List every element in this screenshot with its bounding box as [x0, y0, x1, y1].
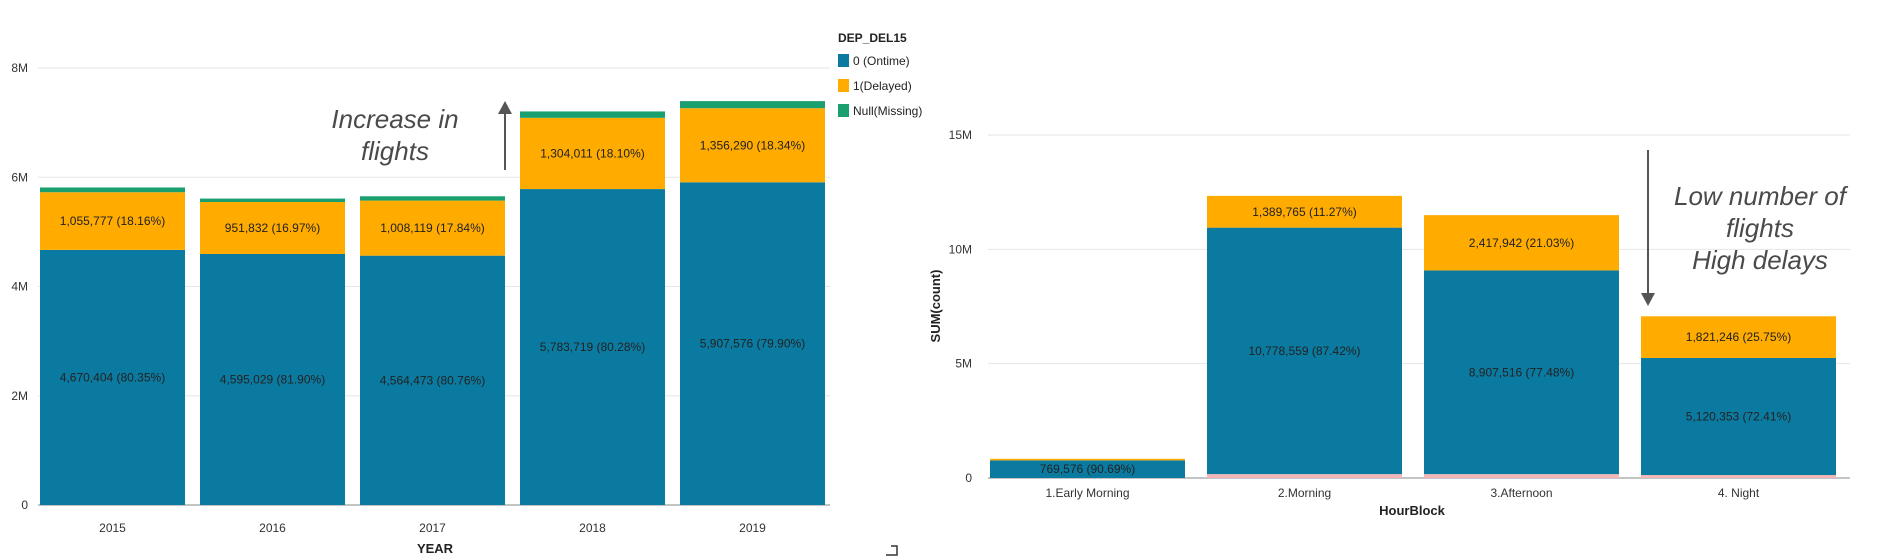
chart2-bar-4. Night-Ontime: [1641, 357, 1836, 476]
chart1-bar-2018-Null(Missing): [520, 111, 665, 118]
chart1-bar-2017-1(Delayed): [360, 200, 505, 256]
chart1-data-label: 951,832 (16.97%): [225, 221, 320, 235]
chart1-bar-2017-0 (Ontime): [360, 255, 505, 505]
chart1-data-label: 1,356,290 (18.34%): [700, 138, 805, 152]
chart1-bar-2015-0 (Ontime): [40, 249, 185, 505]
chart2-data-label: 2,417,942 (21.03%): [1469, 236, 1574, 250]
chart1-data-label: 4,595,029 (81.90%): [220, 372, 325, 386]
chart1-ytick-label: 8M: [11, 61, 28, 75]
annotation-increase-text: Increase in: [331, 104, 458, 134]
chart1-bar-2017-Null(Missing): [360, 196, 505, 201]
legend-swatch-1: [838, 79, 849, 92]
chart2-data-label: 769,576 (90.69%): [1040, 462, 1135, 476]
chart2-data-label: 1,389,765 (11.27%): [1252, 205, 1357, 219]
chart1-ytick-label: 0: [21, 498, 28, 512]
chart2-xtick-label: 2.Morning: [1278, 486, 1331, 500]
chart1-bar-2018-1(Delayed): [520, 117, 665, 190]
chart1-bar-2016-0 (Ontime): [200, 253, 345, 505]
chart2-ytick-label: 5M: [955, 357, 972, 371]
legend-swatch-2: [838, 104, 849, 117]
chart1-data-label: 4,670,404 (80.35%): [60, 370, 165, 384]
chart1-data-label: 1,008,119 (17.84%): [380, 221, 485, 235]
chart2-bar-1.Early Morning-Ontime: [990, 460, 1185, 478]
chart1-bar-2018-0 (Ontime): [520, 189, 665, 506]
chart2-data-label: 1,821,246 (25.75%): [1686, 330, 1791, 344]
legend-label-2: Null(Missing): [853, 104, 922, 118]
chart1-xtick-label: 2015: [99, 521, 126, 535]
chart1-bar-2019-0 (Ontime): [680, 182, 825, 506]
chart2-ytick-label: 15M: [949, 128, 972, 142]
annotation-increase-text: flights: [361, 136, 429, 166]
chart1-data-label: 5,907,576 (79.90%): [700, 337, 805, 351]
chart2-xtick-label: 1.Early Morning: [1045, 486, 1129, 500]
chart1-xtick-label: 2018: [579, 521, 606, 535]
legend-label-1: 1(Delayed): [853, 79, 912, 93]
annotation-up-arrow-head: [498, 101, 512, 114]
chart2-bar-4. Night-Null: [1641, 475, 1836, 478]
legend-label-0: 0 (Ontime): [853, 54, 910, 68]
annotation-low-flights-text: flights: [1726, 213, 1794, 243]
chart2-bar-2.Morning-Ontime: [1207, 227, 1402, 475]
annotation-low-flights-text: Low number of: [1674, 181, 1849, 211]
chart1-ytick-label: 2M: [11, 389, 28, 403]
chart1-data-label: 5,783,719 (80.28%): [540, 340, 645, 354]
chart1-bar-2015-Null(Missing): [40, 187, 185, 193]
chart2-x-axis-title: HourBlock: [1379, 503, 1446, 518]
chart2-bar-2.Morning-Null: [1207, 474, 1402, 478]
chart1-xtick-label: 2019: [739, 521, 766, 535]
legend-swatch-0: [838, 54, 849, 67]
legend-title: DEP_DEL15: [838, 31, 907, 45]
chart1-bar-2019-1(Delayed): [680, 108, 825, 183]
chart2-ytick-label: 10M: [949, 242, 972, 256]
annotation-low-flights-text: High delays: [1692, 245, 1828, 275]
chart1-xtick-label: 2016: [259, 521, 286, 535]
chart2-xtick-label: 4. Night: [1718, 486, 1760, 500]
chart1-ytick-label: 4M: [11, 280, 28, 294]
chart1-data-label: 4,564,473 (80.76%): [380, 373, 485, 387]
chart2-bar-3.Afternoon-Ontime: [1424, 270, 1619, 475]
annotation-down-arrow-head: [1641, 293, 1655, 306]
chart2-data-label: 10,778,559 (87.42%): [1248, 344, 1360, 358]
corner-mark: [886, 545, 898, 556]
chart1-data-label: 1,055,777 (18.16%): [60, 214, 165, 228]
chart1-xtick-label: 2017: [419, 521, 446, 535]
chart2-bar-3.Afternoon-Delayed: [1424, 215, 1619, 271]
chart2-bar-3.Afternoon-Null: [1424, 474, 1619, 478]
chart1-ytick-label: 6M: [11, 170, 28, 184]
chart1-bar-2019-Null(Missing): [680, 101, 825, 109]
chart1-data-label: 1,304,011 (18.10%): [540, 146, 645, 160]
chart1-x-axis-title: YEAR: [417, 541, 454, 556]
chart2-bar-1.Early Morning-Delayed: [990, 458, 1185, 461]
chart2-data-label: 8,907,516 (77.48%): [1469, 365, 1574, 379]
chart1-bar-2015-1(Delayed): [40, 192, 185, 250]
chart2-bar-2.Morning-Delayed: [1207, 195, 1402, 228]
chart2-ytick-label: 0: [965, 471, 972, 485]
chart2-bar-4. Night-Delayed: [1641, 316, 1836, 358]
chart2-data-label: 5,120,353 (72.41%): [1686, 409, 1791, 423]
chart1-bar-2016-1(Delayed): [200, 202, 345, 254]
chart2-y-axis-title: SUM(count): [928, 270, 943, 343]
chart2-xtick-label: 3.Afternoon: [1490, 486, 1552, 500]
chart1-bar-2016-Null(Missing): [200, 198, 345, 203]
